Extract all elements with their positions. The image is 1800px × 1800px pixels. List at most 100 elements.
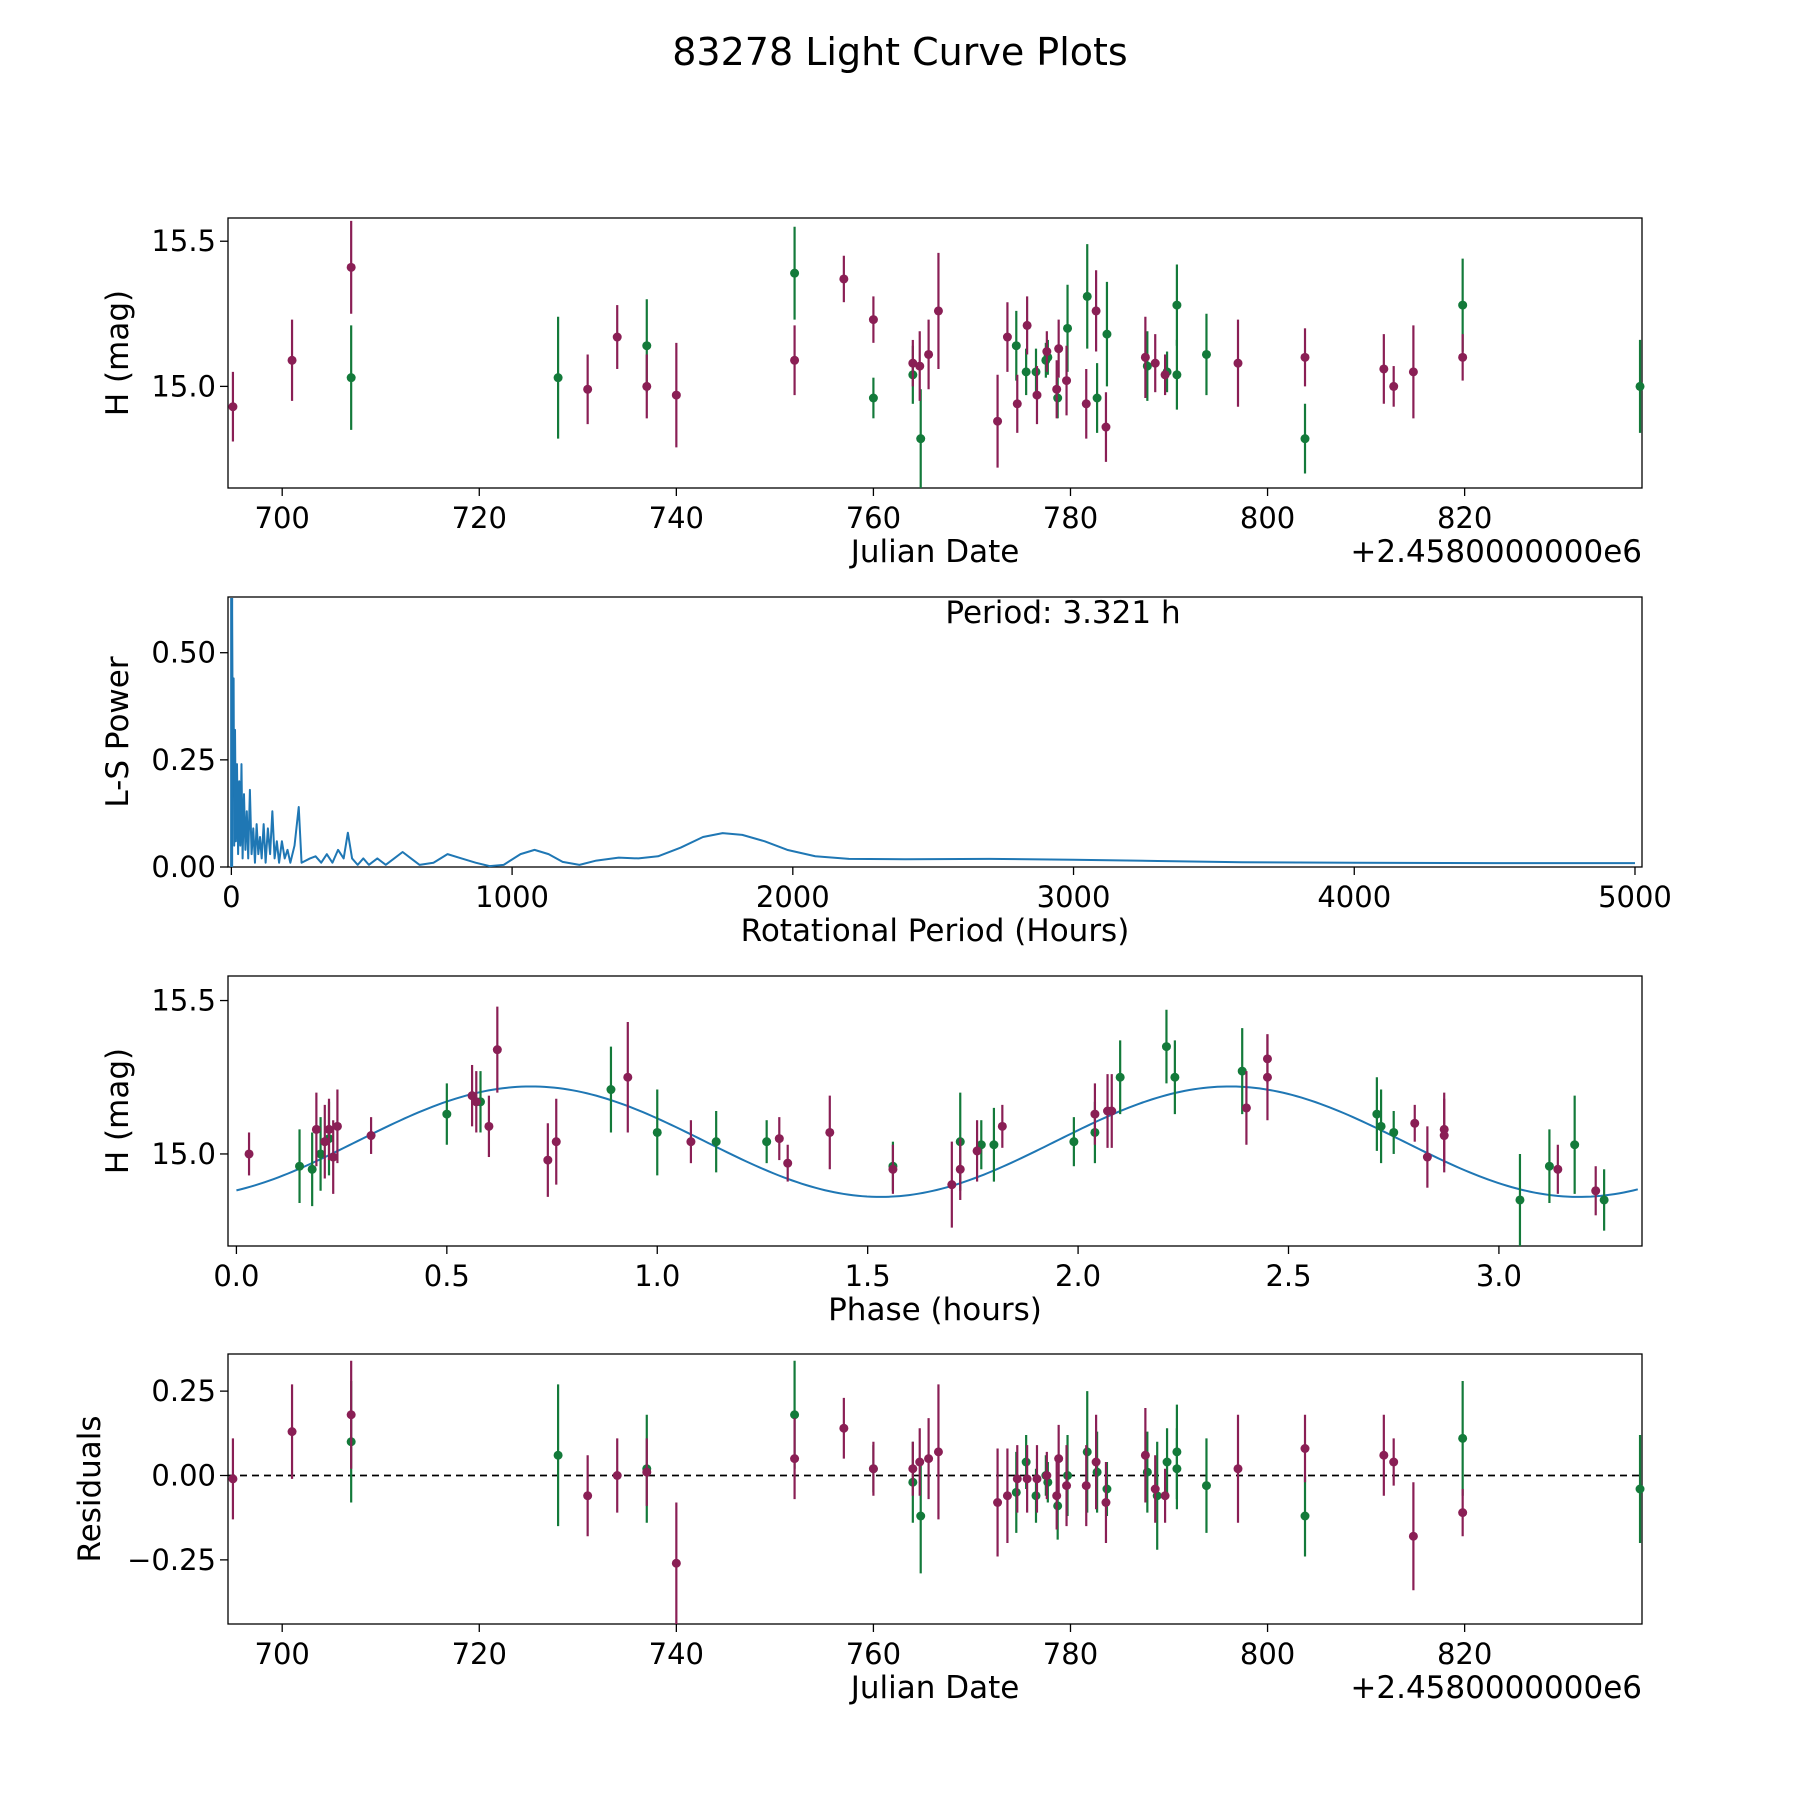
r-band-data-point (825, 1127, 835, 1137)
g-band-data-point (1115, 1072, 1125, 1082)
periodogram-plot-area (227, 596, 1643, 868)
residuals-ylabel: Residuals (72, 1415, 108, 1562)
r-band-data-point (346, 262, 356, 272)
g-band-data-point (1201, 1481, 1211, 1491)
r-band-data-point (1160, 370, 1170, 380)
g-band-data-point (1082, 291, 1092, 301)
r-band-data-point (492, 1045, 502, 1055)
x-tick-label: 760 (846, 501, 901, 535)
g-band-data-point (346, 373, 356, 383)
g-band-data-point (916, 1511, 926, 1521)
r-band-data-point (1300, 352, 1310, 362)
r-band-data-point (1062, 1481, 1072, 1491)
x-tick-label: 760 (846, 1637, 901, 1671)
g-band-data-point (652, 1127, 662, 1137)
x-tick-label: 3000 (1037, 880, 1111, 914)
g-band-data-point (316, 1149, 326, 1159)
g-band-data-point (442, 1109, 452, 1119)
x-tick-label: 800 (1240, 501, 1295, 535)
g-band-data-point (1172, 370, 1182, 380)
r-band-data-point (790, 1454, 800, 1464)
x-tick-label: 720 (452, 501, 507, 535)
g-band-data-point (553, 373, 563, 383)
r-band-data-point (933, 1447, 943, 1457)
periodogram-panel: 0 1000 2000 3000 4000 5000 0.00 0.25 0.50 Period… (100, 595, 1672, 949)
x-tick-label: 5000 (1598, 880, 1672, 914)
r-band-data-point (671, 1558, 681, 1568)
figure-title: 83278 Light Curve Plots (672, 30, 1127, 74)
x-tick-label: 1.5 (845, 1259, 891, 1293)
r-band-data-point (993, 416, 1003, 426)
r-band-data-point (543, 1155, 553, 1165)
g-band-data-point (1458, 300, 1468, 310)
y-tick-label: 0.25 (151, 1374, 216, 1408)
g-band-data-point (1172, 300, 1182, 310)
r-band-data-point (1408, 367, 1418, 377)
x-tick-label: 1000 (475, 880, 549, 914)
lightcurve-plot-area (227, 217, 1643, 489)
r-band-data-point (1591, 1186, 1601, 1196)
g-band-data-point (1170, 1072, 1180, 1082)
g-band-data-point (762, 1137, 772, 1147)
lightcurve-offset-label: +2.4580000000e6 (1350, 534, 1642, 570)
g-band-data-point (1201, 349, 1211, 359)
g-band-data-point (1300, 1511, 1310, 1521)
g-band-data-point (1389, 1127, 1399, 1137)
r-band-data-point (686, 1137, 696, 1147)
g-band-data-point (1376, 1121, 1386, 1131)
r-band-data-point (1458, 1508, 1468, 1518)
r-band-data-point (1107, 1106, 1117, 1116)
g-band-data-point (1544, 1161, 1554, 1171)
period-annotation: Period: 3.321 h (945, 595, 1180, 631)
r-band-data-point (484, 1121, 494, 1131)
r-band-data-point (888, 1164, 898, 1174)
x-tick-label: 0.0 (213, 1259, 259, 1293)
x-tick-label: 0 (222, 880, 240, 914)
g-band-data-point (1162, 1457, 1172, 1467)
g-band-data-point (642, 341, 652, 351)
r-band-data-point (1002, 1491, 1012, 1501)
r-band-data-point (1458, 352, 1468, 362)
r-band-data-point (1062, 376, 1072, 386)
r-band-data-point (1052, 1491, 1062, 1501)
phased-marks (236, 1006, 1639, 1246)
r-band-data-point (783, 1158, 793, 1168)
r-band-data-point (1101, 422, 1111, 432)
x-tick-label: 820 (1437, 1637, 1492, 1671)
g-band-data-point (1300, 434, 1310, 444)
r-band-data-point (324, 1124, 334, 1134)
g-band-data-point (1570, 1140, 1580, 1150)
r-band-data-point (915, 361, 925, 371)
r-band-data-point (933, 306, 943, 316)
periodogram-marks (230, 598, 1635, 868)
r-band-data-point (972, 1146, 982, 1156)
r-band-data-point (471, 1097, 481, 1107)
g-band-data-point (1237, 1066, 1247, 1076)
x-tick-label: 1.0 (634, 1259, 680, 1293)
residuals-offset-label: +2.4580000000e6 (1350, 1670, 1642, 1706)
x-tick-label: 820 (1437, 501, 1492, 535)
g-band-data-point (1142, 361, 1152, 371)
r-band-data-point (924, 349, 934, 359)
phased-plot-area (227, 975, 1643, 1247)
r-band-data-point (1081, 1481, 1091, 1491)
g-band-data-point (989, 1140, 999, 1150)
r-band-data-point (1032, 390, 1042, 400)
r-band-data-point (1233, 1464, 1243, 1474)
x-tick-label: 720 (452, 1637, 507, 1671)
g-band-data-point (553, 1450, 563, 1460)
g-band-data-point (1515, 1195, 1525, 1205)
g-band-data-point (295, 1161, 305, 1171)
g-band-data-point (1458, 1433, 1468, 1443)
r-band-data-point (1090, 1109, 1100, 1119)
r-band-data-point (328, 1152, 338, 1162)
r-band-data-point (1052, 384, 1062, 394)
r-band-data-point (583, 1491, 593, 1501)
ls-power-line (230, 600, 1635, 868)
r-band-data-point (1054, 344, 1064, 354)
r-band-data-point (908, 1464, 918, 1474)
r-band-data-point (1300, 1444, 1310, 1453)
phased-ticks: 0.0 0.5 1.0 1.5 2.0 2.5 3.0 15.0 15.5 (151, 984, 1522, 1293)
y-tick-label: 0.00 (151, 850, 216, 884)
